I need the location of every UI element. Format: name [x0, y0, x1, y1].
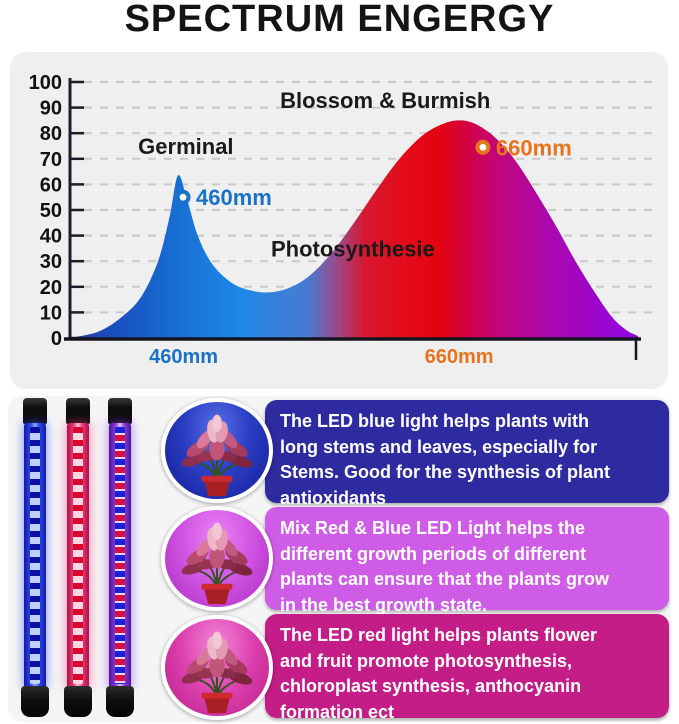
svg-text:Germinal: Germinal	[138, 134, 233, 159]
svg-text:50: 50	[40, 200, 62, 222]
svg-text:60: 60	[40, 174, 62, 196]
blue-led-tube	[21, 398, 49, 718]
mixed-light-info-card: Mix Red & Blue LED Light helps the diffe…	[265, 507, 669, 615]
svg-text:660mm: 660mm	[496, 135, 572, 160]
plant-under-blue-light-photo	[161, 398, 273, 503]
svg-text:30: 30	[40, 251, 62, 273]
plant-under-mixed-light-photo	[161, 506, 273, 611]
mixed-light-description: Mix Red & Blue LED Light helps the diffe…	[280, 518, 610, 615]
red-light-description: The LED red light helps plants flower an…	[280, 625, 598, 722]
plant-illustration	[179, 521, 255, 606]
led-chip-strip	[30, 427, 40, 684]
svg-text:10: 10	[40, 302, 62, 324]
tube-end-cap	[21, 686, 49, 717]
page-title: SPECTRUM ENGERGY	[124, 0, 555, 40]
spectrum-chart-panel: 0 10 20 30 40 50 60 70 80 90 100 Germinal Blossom & …	[10, 52, 668, 389]
svg-text:460mm: 460mm	[149, 346, 218, 368]
red-led-tube	[64, 398, 92, 718]
led-chip-strip	[115, 427, 125, 684]
tube-glass	[109, 423, 131, 688]
spectrum-area-chart: 0 10 20 30 40 50 60 70 80 90 100 Germinal Blossom & …	[29, 72, 654, 368]
svg-text:70: 70	[40, 149, 62, 171]
blue-light-description: The LED blue light helps plants with lon…	[280, 411, 611, 508]
svg-text:460mm: 460mm	[196, 185, 272, 210]
product-info-panel: The LED blue light helps plants with lon…	[8, 396, 670, 722]
svg-text:0: 0	[51, 328, 62, 350]
tube-end-cap	[106, 686, 134, 717]
svg-text:660mm: 660mm	[425, 346, 494, 368]
tube-end-cap	[66, 398, 90, 424]
svg-text:Blossom & Burmish: Blossom & Burmish	[280, 88, 490, 113]
svg-text:80: 80	[40, 123, 62, 145]
red-light-info-card: The LED red light helps plants flower an…	[265, 614, 669, 722]
svg-text:Photosynthesie: Photosynthesie	[271, 236, 435, 261]
tube-end-cap	[108, 398, 132, 424]
plant-under-red-light-photo	[161, 615, 273, 720]
tube-glass	[24, 423, 46, 688]
plant-illustration	[179, 413, 255, 498]
tube-end-cap	[23, 398, 47, 424]
svg-text:90: 90	[40, 98, 62, 120]
plant-illustration	[179, 630, 255, 715]
blue-light-info-card: The LED blue light helps plants with lon…	[265, 400, 669, 508]
led-chip-strip	[73, 427, 83, 684]
svg-text:40: 40	[40, 226, 62, 248]
svg-text:20: 20	[40, 277, 62, 299]
tube-end-cap	[64, 686, 92, 717]
mixed-red-blue-led-tube	[106, 398, 134, 718]
svg-text:100: 100	[29, 72, 62, 94]
tube-glass	[67, 423, 89, 688]
